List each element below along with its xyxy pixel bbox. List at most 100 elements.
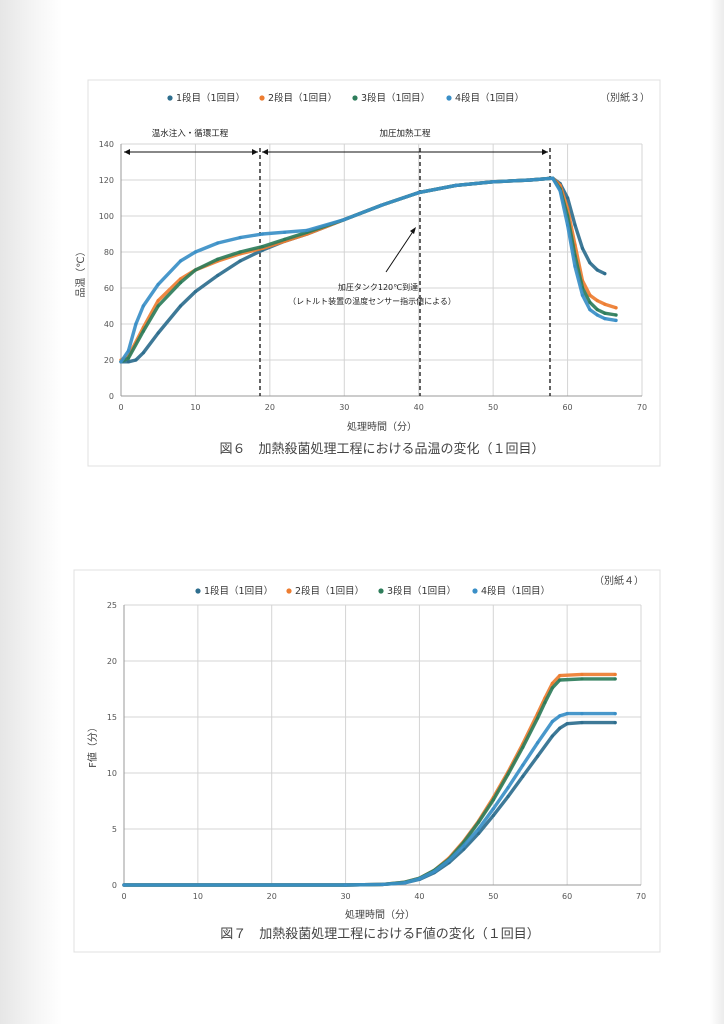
data-point <box>238 259 242 263</box>
phase-markers: 温水注入・循環工程 加圧加熱工程 <box>124 128 551 396</box>
data-point <box>126 356 131 360</box>
annotation-line-1: 加圧タンク120℃到達 <box>338 282 418 292</box>
data-point <box>126 360 131 364</box>
x-tick-label: 40 <box>414 403 424 412</box>
data-point <box>558 726 562 730</box>
data-point <box>550 686 554 690</box>
data-point <box>403 881 407 885</box>
scan-page-edge-right <box>710 0 724 1024</box>
x-tick-label: 20 <box>267 892 277 901</box>
data-point <box>580 721 584 725</box>
data-point <box>122 883 126 887</box>
x-tick-label: 0 <box>118 403 123 412</box>
y-tick-label: 80 <box>104 248 114 257</box>
data-point <box>614 318 618 322</box>
figure-caption: 図６ 加熱殺菌処理工程における品温の変化（１回目） <box>219 441 544 457</box>
y-axis-label: F値（分） <box>86 722 99 768</box>
data-point <box>380 882 385 887</box>
arrow-head-icon <box>542 149 548 155</box>
data-point <box>156 331 160 335</box>
x-axis-label: 処理時間（分） <box>345 908 415 921</box>
x-tick-label: 60 <box>562 892 572 901</box>
data-point <box>283 237 287 241</box>
x-tick-label: 30 <box>339 403 349 412</box>
data-point <box>588 261 592 265</box>
data-point <box>491 807 495 811</box>
axes: 0 5 10 15 20 25 0 10 20 30 40 50 60 70 <box>107 601 646 901</box>
data-point <box>506 772 510 776</box>
data-point <box>491 798 495 802</box>
legend-entry: 2段目（1回目） <box>268 92 337 104</box>
data-point <box>551 176 555 180</box>
axes: 0 20 40 60 80 100 120 140 0 10 20 30 40 50 60 70 <box>99 140 647 412</box>
data-point <box>462 844 466 848</box>
data-point <box>156 282 160 286</box>
data-point <box>536 754 540 758</box>
x-tick-label: 70 <box>637 403 647 412</box>
x-tick-label: 50 <box>488 892 498 901</box>
data-point <box>595 268 599 272</box>
y-tick-label: 40 <box>104 320 114 329</box>
data-point <box>588 300 592 304</box>
data-point <box>216 241 220 245</box>
x-tick-label: 30 <box>340 892 350 901</box>
data-point <box>447 858 451 862</box>
data-point <box>521 763 525 767</box>
y-tick-label: 15 <box>107 713 117 722</box>
data-point <box>260 245 265 249</box>
series-group <box>122 672 617 887</box>
data-point <box>178 281 183 285</box>
data-point <box>580 293 585 297</box>
y-tick-label: 120 <box>99 176 114 185</box>
data-point <box>216 273 220 277</box>
legend-entry: 4段目（1回目） <box>455 92 524 104</box>
data-point <box>134 358 138 362</box>
data-point <box>613 721 617 725</box>
data-point <box>491 180 495 184</box>
grid <box>123 604 642 886</box>
sheet-label: （別紙３） <box>600 91 650 104</box>
x-tick-label: 0 <box>121 892 126 901</box>
legend-marker-icon <box>286 588 292 594</box>
chart-legend: 1段目（1回目） 2段目（1回目） 3段目（1回目） 4段目（1回目） <box>167 92 524 104</box>
data-point <box>595 308 599 312</box>
annotation: 加圧タンク120℃到達 （レトルト装置の温度センサー指示値による） <box>288 227 456 306</box>
data-point <box>119 360 123 364</box>
data-point <box>193 250 198 254</box>
y-tick-label: 100 <box>99 212 114 221</box>
data-point <box>342 218 346 222</box>
data-point <box>588 293 592 297</box>
data-point <box>506 785 510 790</box>
data-point <box>573 223 577 227</box>
y-tick-label: 20 <box>107 657 117 666</box>
data-point <box>178 304 183 308</box>
legend-marker-icon <box>472 588 478 594</box>
legend-entry: 4段目（1回目） <box>481 585 550 597</box>
data-point <box>613 672 617 677</box>
data-point <box>565 712 569 716</box>
data-point <box>141 329 145 333</box>
legend-entry: 1段目（1回目） <box>204 585 273 597</box>
data-point <box>543 700 547 705</box>
data-point <box>156 304 160 308</box>
chart-frame <box>87 79 661 467</box>
phase-label-2: 加圧加熱工程 <box>379 128 431 139</box>
legend-entry: 3段目（1回目） <box>361 92 430 104</box>
data-point <box>580 712 584 716</box>
annotation-arrow <box>385 229 415 273</box>
data-point <box>595 313 599 317</box>
data-point <box>558 673 562 678</box>
legend-entry: 3段目（1回目） <box>387 585 456 597</box>
data-point <box>476 827 481 831</box>
figure-caption: 図７ 加熱殺菌処理工程におけるF値の変化（１回目） <box>220 926 539 942</box>
x-tick-label: 10 <box>193 892 203 901</box>
data-point <box>573 264 577 268</box>
data-point <box>614 306 618 310</box>
data-point <box>558 189 562 193</box>
data-point <box>550 734 554 738</box>
data-point <box>603 272 607 276</box>
sheet-label: （別紙４） <box>594 574 644 587</box>
phase-label-1: 温水注入・循環工程 <box>152 128 229 139</box>
data-point <box>134 322 138 326</box>
